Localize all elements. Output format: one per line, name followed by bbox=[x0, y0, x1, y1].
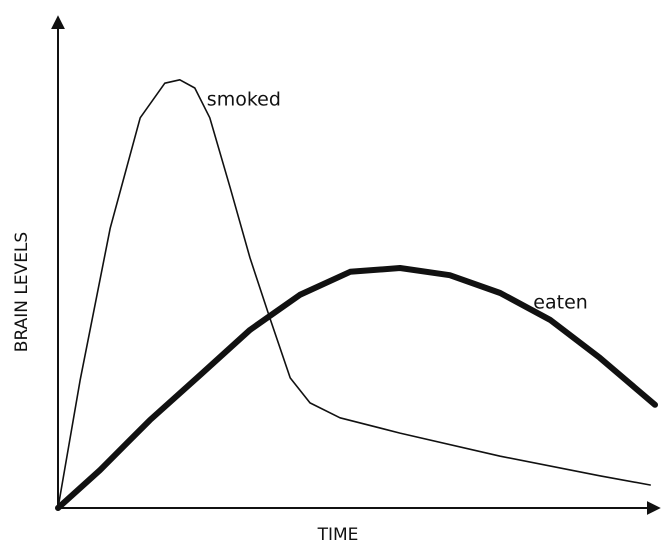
series-label: eaten bbox=[533, 291, 588, 313]
y-axis-title: BRAIN LEVELS bbox=[12, 232, 32, 352]
series-label: smoked bbox=[207, 89, 281, 111]
x-axis-title: TIME bbox=[317, 525, 359, 545]
line bbox=[55, 265, 658, 511]
line bbox=[57, 79, 651, 509]
